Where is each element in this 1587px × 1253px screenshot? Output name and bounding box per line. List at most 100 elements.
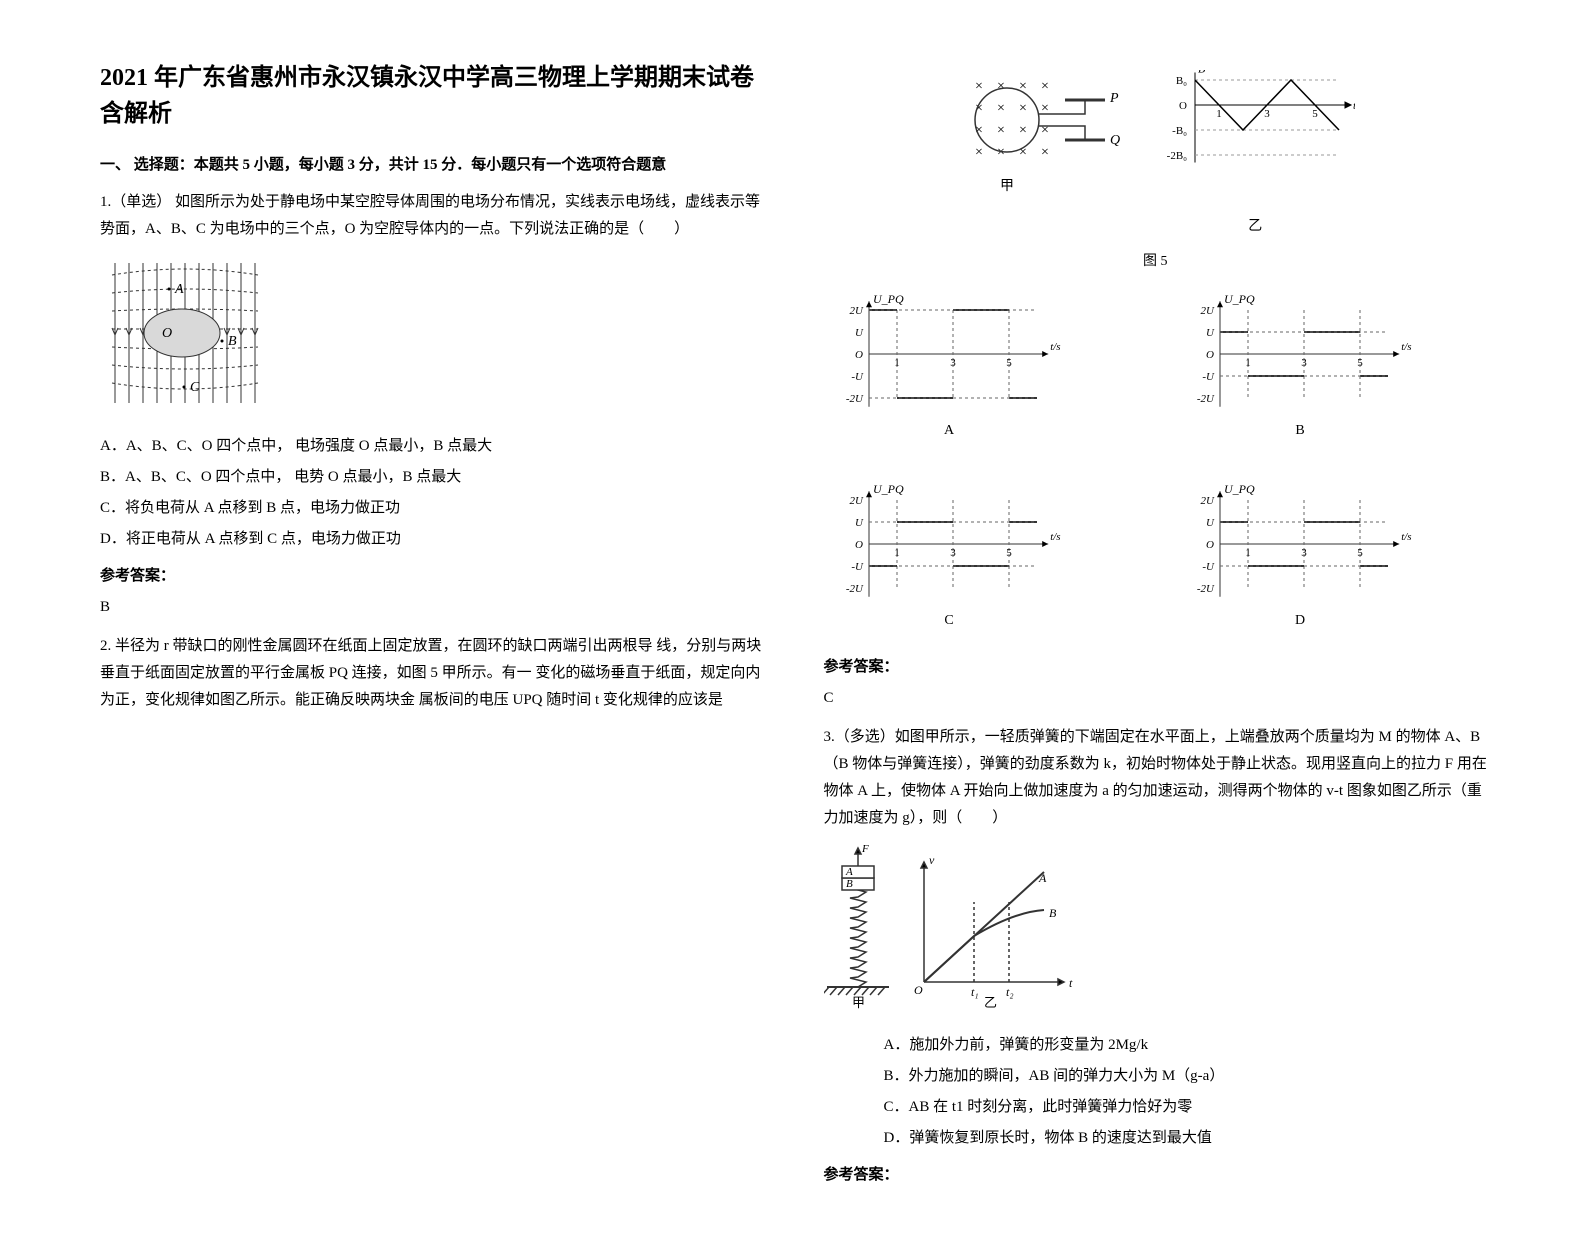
svg-text:1: 1 — [894, 357, 900, 369]
svg-text:D: D — [1295, 613, 1305, 628]
svg-text:5: 5 — [1358, 547, 1364, 559]
fig5-right-caption: 乙 — [1155, 214, 1355, 239]
q2-figure-5: ××××××××××××××××PQ甲 B₀O-B₀-2B₀135Bt/s 乙 — [824, 70, 1488, 239]
svg-text:C: C — [944, 613, 953, 628]
q3-option-b: B．外力施加的瞬间，AB 间的弹力大小为 M（g-a） — [884, 1063, 1488, 1090]
svg-text:-B₀: -B₀ — [1172, 125, 1187, 137]
svg-text:O: O — [855, 539, 863, 551]
svg-text:t/s: t/s — [1050, 531, 1060, 543]
upq-chart-a: 2UUO-U-2U135U_PQt/sA — [824, 284, 1136, 454]
right-column: ××××××××××××××××PQ甲 B₀O-B₀-2B₀135Bt/s 乙 … — [824, 60, 1488, 1193]
svg-text:B: B — [1198, 70, 1206, 76]
svg-text:甲: 甲 — [852, 995, 865, 1010]
q1-option-d: D．将正电荷从 A 点移到 C 点，电场力做正功 — [100, 526, 764, 553]
svg-text:A: A — [845, 866, 853, 878]
svg-text:3: 3 — [1302, 357, 1308, 369]
svg-text:-U: -U — [851, 561, 864, 573]
svg-text:O: O — [162, 326, 172, 341]
svg-text:t/s: t/s — [1353, 100, 1355, 112]
svg-text:P: P — [1109, 91, 1119, 106]
q3-prompt: 3.（多选）如图甲所示，一轻质弹簧的下端固定在水平面上，上端叠放两个质量均为 M… — [824, 724, 1488, 832]
svg-text:O: O — [1179, 100, 1187, 112]
svg-text:×: × — [1041, 79, 1049, 94]
q1-answer: B — [100, 594, 764, 621]
svg-text:U_PQ: U_PQ — [1224, 293, 1255, 307]
svg-text:Q: Q — [1110, 133, 1120, 148]
upq-options: 2UUO-U-2U135U_PQt/sA 2UUO-U-2U135U_PQt/s… — [824, 284, 1488, 644]
svg-text:5: 5 — [1006, 357, 1012, 369]
svg-text:B₀: B₀ — [1176, 75, 1187, 87]
svg-text:3: 3 — [1302, 547, 1308, 559]
q3-figure: FAB甲vOtt₁t₂AB乙 — [824, 842, 1488, 1022]
q2-answer: C — [824, 685, 1488, 712]
svg-text:-U: -U — [1203, 371, 1216, 383]
svg-text:F: F — [861, 843, 869, 855]
svg-text:t: t — [1069, 976, 1073, 990]
upq-chart-b: 2UUO-U-2U135U_PQt/sB — [1175, 284, 1487, 454]
svg-text:O: O — [855, 349, 863, 361]
fig5-left-ring: ××××××××××××××××PQ甲 — [955, 70, 1125, 220]
svg-text:2U: 2U — [1201, 495, 1216, 507]
svg-text:3: 3 — [950, 357, 956, 369]
svg-text:2U: 2U — [849, 305, 864, 317]
q3-answer-label: 参考答案： — [824, 1162, 1488, 1189]
svg-text:-2U: -2U — [845, 583, 863, 595]
svg-text:×: × — [997, 101, 1005, 116]
q1-option-a: A．A、B、C、O 四个点中， 电场强度 O 点最小，B 点最大 — [100, 433, 764, 460]
svg-text:O: O — [1206, 349, 1214, 361]
upq-chart-d: 2UUO-U-2U135U_PQt/sD — [1175, 474, 1487, 644]
upq-chart-c: 2U UO -U -2U 1 3 5 U_PQ t/s C — [824, 474, 1136, 644]
svg-text:A: A — [174, 282, 184, 297]
q1-answer-label: 参考答案： — [100, 563, 764, 590]
svg-text:×: × — [1019, 101, 1027, 116]
svg-text:v: v — [929, 853, 935, 867]
svg-text:1: 1 — [1246, 547, 1252, 559]
svg-text:×: × — [997, 123, 1005, 138]
svg-text:-2U: -2U — [1197, 393, 1215, 405]
section-1-heading: 一、 选择题：本题共 5 小题，每小题 3 分，共计 15 分．每小题只有一个选… — [100, 152, 764, 179]
svg-text:A: A — [1038, 871, 1047, 885]
svg-text:U: U — [1206, 517, 1215, 529]
svg-text:t/s: t/s — [1401, 531, 1411, 543]
svg-text:5: 5 — [1358, 357, 1364, 369]
svg-text:3: 3 — [950, 547, 956, 559]
svg-text:甲: 甲 — [1000, 179, 1014, 194]
exam-title: 2021 年广东省惠州市永汉镇永汉中学高三物理上学期期末试卷含解析 — [100, 60, 764, 132]
svg-text:O: O — [914, 983, 923, 997]
svg-text:-U: -U — [851, 371, 864, 383]
svg-text:5: 5 — [1006, 547, 1012, 559]
svg-text:A: A — [943, 423, 954, 438]
q1-figure: ABCO — [100, 253, 764, 423]
svg-text:-2B₀: -2B₀ — [1167, 150, 1188, 162]
q3-option-c: C．AB 在 t1 时刻分离，此时弹簧弹力恰好为零 — [884, 1094, 1488, 1121]
svg-text:×: × — [975, 79, 983, 94]
svg-text:O: O — [1206, 539, 1214, 551]
svg-text:×: × — [1019, 123, 1027, 138]
svg-text:t/s: t/s — [1050, 341, 1060, 353]
svg-text:2U: 2U — [849, 495, 864, 507]
svg-text:B: B — [1049, 906, 1057, 920]
svg-text:t/s: t/s — [1401, 341, 1411, 353]
q3-option-d: D．弹簧恢复到原长时，物体 B 的速度达到最大值 — [884, 1125, 1488, 1152]
svg-text:C: C — [190, 380, 200, 395]
q1-prompt: 1.（单选） 如图所示为处于静电场中某空腔导体周围的电场分布情况，实线表示电场线… — [100, 189, 764, 243]
svg-text:U: U — [855, 517, 864, 529]
svg-text:1: 1 — [1217, 108, 1223, 120]
svg-text:×: × — [997, 79, 1005, 94]
fig5-caption: 图 5 — [824, 249, 1488, 274]
svg-text:U: U — [855, 327, 864, 339]
svg-text:1: 1 — [894, 547, 900, 559]
svg-text:3: 3 — [1265, 108, 1271, 120]
svg-text:乙: 乙 — [984, 995, 997, 1010]
q2-answer-label: 参考答案： — [824, 654, 1488, 681]
svg-text:U_PQ: U_PQ — [873, 483, 904, 497]
svg-text:-U: -U — [1203, 561, 1216, 573]
svg-text:5: 5 — [1313, 108, 1319, 120]
svg-text:B: B — [1296, 423, 1305, 438]
q1-option-c: C．将负电荷从 A 点移到 B 点，电场力做正功 — [100, 495, 764, 522]
svg-text:B: B — [846, 878, 853, 890]
svg-text:t₂: t₂ — [1006, 985, 1014, 999]
svg-text:-2U: -2U — [1197, 583, 1215, 595]
svg-text:U: U — [1206, 327, 1215, 339]
q1-option-b: B．A、B、C、O 四个点中， 电势 O 点最小，B 点最大 — [100, 464, 764, 491]
